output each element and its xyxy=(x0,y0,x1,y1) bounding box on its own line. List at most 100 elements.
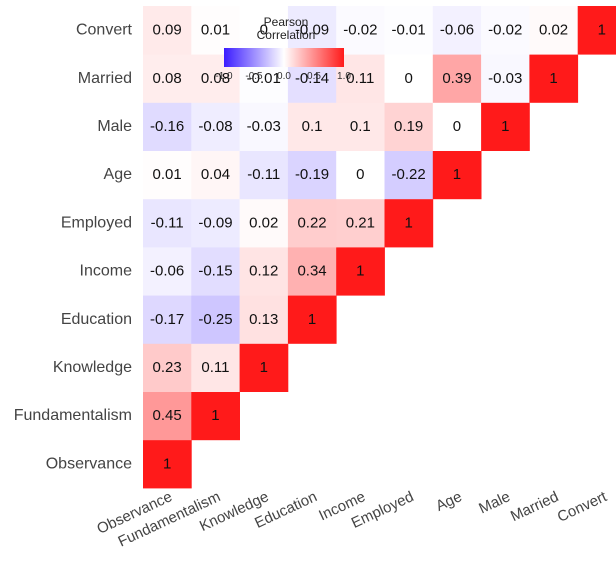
cell-education-education xyxy=(287,295,337,344)
legend-tick-label: 0.0 xyxy=(277,71,291,82)
cell-label-convert-age: -0.06 xyxy=(440,22,474,39)
cell-education-observance xyxy=(143,295,192,344)
cell-label-education-education: 1 xyxy=(308,311,316,328)
cell-married-married xyxy=(529,54,579,103)
cell-label-married-knowledge: -0.01 xyxy=(247,70,281,87)
cell-married-male xyxy=(481,54,530,103)
y-label-employed: Employed xyxy=(61,214,132,231)
cell-label-age-income: 0 xyxy=(356,166,364,183)
cell-male-fundamentalism xyxy=(191,102,240,151)
cell-label-male-income: 0.1 xyxy=(350,118,371,135)
cell-male-knowledge xyxy=(239,102,289,151)
cell-male-income xyxy=(336,102,385,151)
cell-knowledge-fundamentalism xyxy=(191,343,240,392)
cell-married-income xyxy=(336,54,385,103)
cell-label-male-employed: 0.19 xyxy=(394,118,423,135)
y-label-knowledge: Knowledge xyxy=(53,359,132,376)
cell-convert-employed xyxy=(384,6,434,55)
cell-income-income xyxy=(336,247,385,296)
cell-label-male-observance: -0.16 xyxy=(150,118,184,135)
cell-convert-male xyxy=(481,6,530,55)
cell-married-observance xyxy=(143,54,192,103)
cell-label-income-knowledge: 0.12 xyxy=(249,263,278,280)
cell-label-income-income: 1 xyxy=(356,263,364,280)
cell-age-employed xyxy=(384,150,434,200)
cell-label-male-education: 0.1 xyxy=(302,118,323,135)
cell-male-age xyxy=(432,102,482,151)
cell-age-education xyxy=(287,150,337,200)
x-label-married: Married xyxy=(508,488,561,525)
cell-age-fundamentalism xyxy=(191,150,240,200)
legend-tick-label: -1.0 xyxy=(215,71,233,82)
cell-label-age-fundamentalism: 0.04 xyxy=(201,166,230,183)
cell-convert-observance xyxy=(143,6,192,55)
cell-convert-fundamentalism xyxy=(191,6,240,55)
cell-label-knowledge-knowledge: 1 xyxy=(260,359,268,376)
cell-employed-observance xyxy=(143,198,192,248)
cell-label-employed-fundamentalism: -0.09 xyxy=(198,214,232,231)
cell-label-male-male: 1 xyxy=(501,118,509,135)
cell-income-observance xyxy=(143,247,192,296)
cell-convert-knowledge xyxy=(239,6,289,55)
cell-label-convert-married: 0.02 xyxy=(539,22,568,39)
cell-convert-education xyxy=(287,6,337,55)
cell-fundamentalism-observance xyxy=(143,391,192,441)
cell-label-married-employed: 0 xyxy=(404,70,412,87)
y-label-age: Age xyxy=(104,166,133,183)
cell-age-observance xyxy=(143,150,192,200)
cell-male-education xyxy=(287,102,337,151)
cell-label-knowledge-fundamentalism: 0.11 xyxy=(201,359,229,376)
cell-label-married-income: 0.11 xyxy=(346,70,374,87)
cell-label-knowledge-observance: 0.23 xyxy=(153,359,182,376)
cell-label-education-knowledge: 0.13 xyxy=(249,311,278,328)
cell-knowledge-knowledge xyxy=(239,343,289,392)
cell-employed-employed xyxy=(384,198,434,248)
cell-label-married-age: 0.39 xyxy=(442,70,471,87)
cell-income-education xyxy=(287,247,337,296)
y-label-observance: Observance xyxy=(46,455,132,472)
cell-married-age xyxy=(432,54,482,103)
cell-label-fundamentalism-fundamentalism: 1 xyxy=(211,407,219,424)
cell-label-convert-fundamentalism: 0.01 xyxy=(201,22,230,39)
cell-label-convert-employed: -0.01 xyxy=(392,22,426,39)
cell-label-male-knowledge: -0.03 xyxy=(247,118,281,135)
cell-label-married-education: -0.14 xyxy=(295,70,329,87)
cell-label-fundamentalism-observance: 0.45 xyxy=(153,407,182,424)
cell-male-male xyxy=(481,102,530,151)
x-axis-labels: ObservanceFundamentalismKnowledgeEducati… xyxy=(94,488,610,551)
legend-title-line: Pearson xyxy=(264,15,309,29)
cell-age-age xyxy=(432,150,482,200)
x-label-age: Age xyxy=(433,488,464,515)
cell-age-knowledge xyxy=(239,150,289,200)
legend-title-line: Correlation xyxy=(257,28,316,42)
cell-male-employed xyxy=(384,102,434,151)
cell-label-education-observance: -0.17 xyxy=(150,311,184,328)
cell-label-age-education: -0.19 xyxy=(295,166,329,183)
cell-convert-age xyxy=(432,6,482,55)
cell-label-income-fundamentalism: -0.15 xyxy=(198,263,232,280)
cell-label-employed-knowledge: 0.02 xyxy=(249,214,278,231)
cell-label-convert-education: -0.09 xyxy=(295,22,329,39)
cell-observance-observance xyxy=(143,439,192,489)
cell-label-education-fundamentalism: -0.25 xyxy=(198,311,232,328)
heatmap-cells: 10.45 10.23 0.11 1-0.17 -0.25 0.13 1-0.06 -0.15… xyxy=(143,6,616,489)
cell-label-employed-employed: 1 xyxy=(404,214,412,231)
cell-convert-income xyxy=(336,6,385,55)
y-label-education: Education xyxy=(61,311,132,328)
cell-convert-convert xyxy=(577,6,616,55)
y-label-fundamentalism: Fundamentalism xyxy=(14,407,132,424)
cell-label-convert-income: -0.02 xyxy=(343,22,377,39)
cell-convert-married xyxy=(529,6,579,55)
y-label-male: Male xyxy=(97,118,132,135)
cell-male-observance xyxy=(143,102,192,151)
cell-label-convert-observance: 0.09 xyxy=(153,22,182,39)
cell-married-employed xyxy=(384,54,434,103)
cell-label-employed-education: 0.22 xyxy=(297,214,326,231)
cell-label-age-observance: 0.01 xyxy=(153,166,182,183)
cell-education-knowledge xyxy=(239,295,289,344)
cell-label-married-observance: 0.08 xyxy=(153,70,182,87)
cell-label-convert-knowledge: 0 xyxy=(260,22,268,39)
cell-label-married-fundamentalism: 0.08 xyxy=(201,70,230,87)
